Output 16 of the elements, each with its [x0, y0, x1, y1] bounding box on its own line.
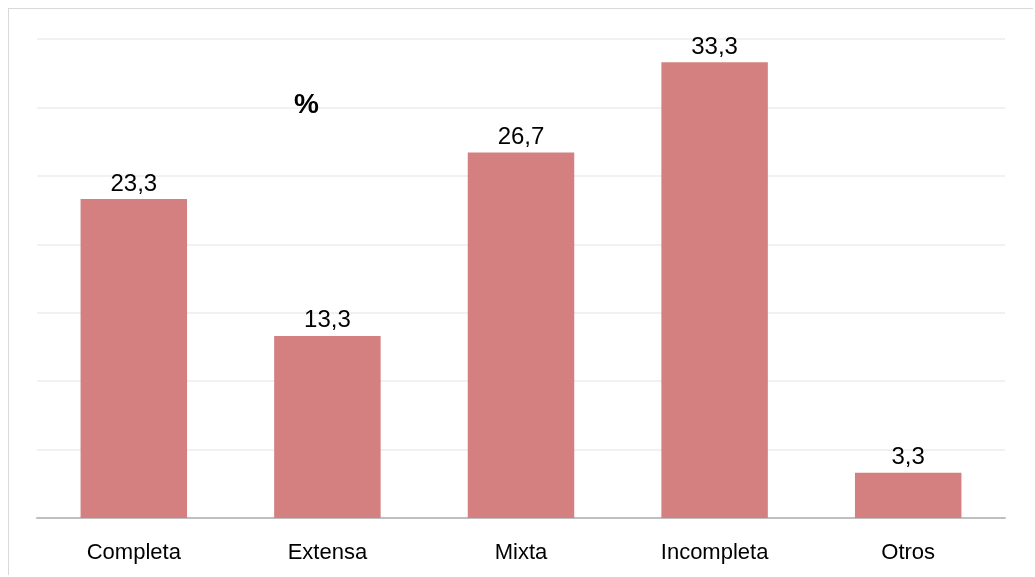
data-label: 13,3 — [304, 305, 351, 333]
bar — [854, 472, 962, 518]
bar — [80, 199, 188, 518]
data-label: 33,3 — [691, 31, 738, 59]
data-label: 23,3 — [110, 168, 158, 196]
x-tick-label: Incompleta — [660, 538, 770, 564]
x-tick-label: Completa — [86, 538, 182, 564]
bar — [661, 62, 768, 518]
bar — [274, 335, 381, 518]
data-label: 26,7 — [497, 122, 545, 150]
x-tick-label: Extensa — [287, 538, 368, 564]
x-tick-label: Mixta — [494, 538, 549, 564]
bar — [467, 152, 575, 518]
text: % — [294, 87, 319, 119]
data-label: 3,3 — [891, 442, 925, 470]
x-tick-label: Otros — [881, 538, 936, 564]
